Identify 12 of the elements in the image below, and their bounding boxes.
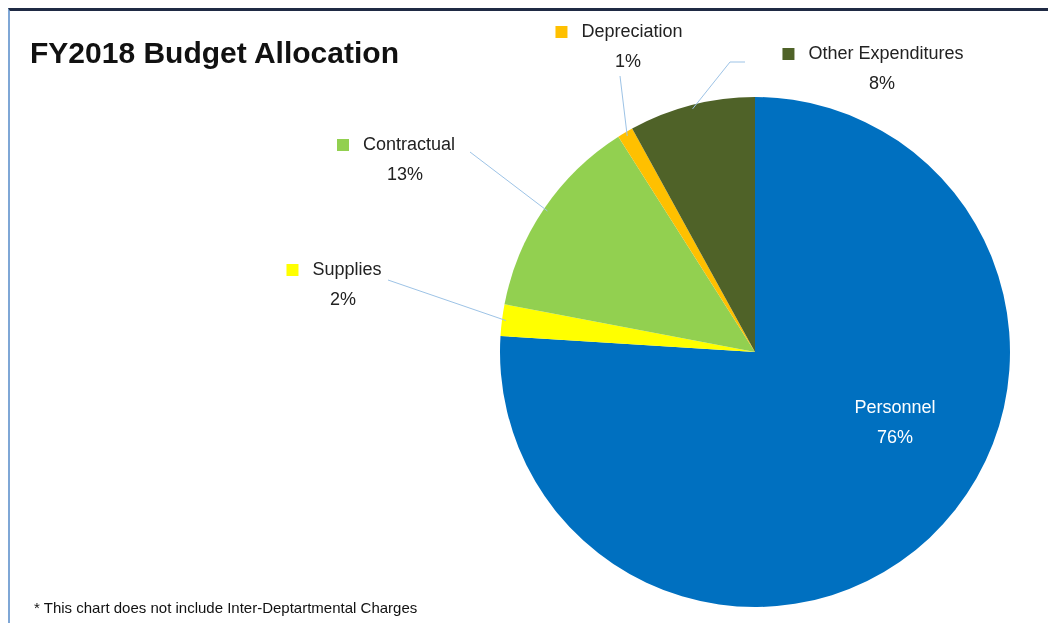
data-label: 8% (868, 72, 896, 93)
legend-label: Supplies (312, 258, 382, 279)
data-label: 76% (876, 426, 914, 447)
legend-label: Other Expenditures (808, 42, 964, 63)
text: * This chart does not include Inter-Deptartmental Charges (34, 599, 418, 616)
chart-title: FY2018 Budget Allocation (30, 36, 399, 70)
legend-label: Contractual (362, 133, 456, 154)
slice-label: Personnel (854, 396, 936, 417)
legend-label: Depreciation (581, 20, 683, 41)
data-label: 13% (386, 163, 424, 184)
data-label: 1% (614, 50, 642, 71)
data-label: 2% (329, 288, 357, 309)
